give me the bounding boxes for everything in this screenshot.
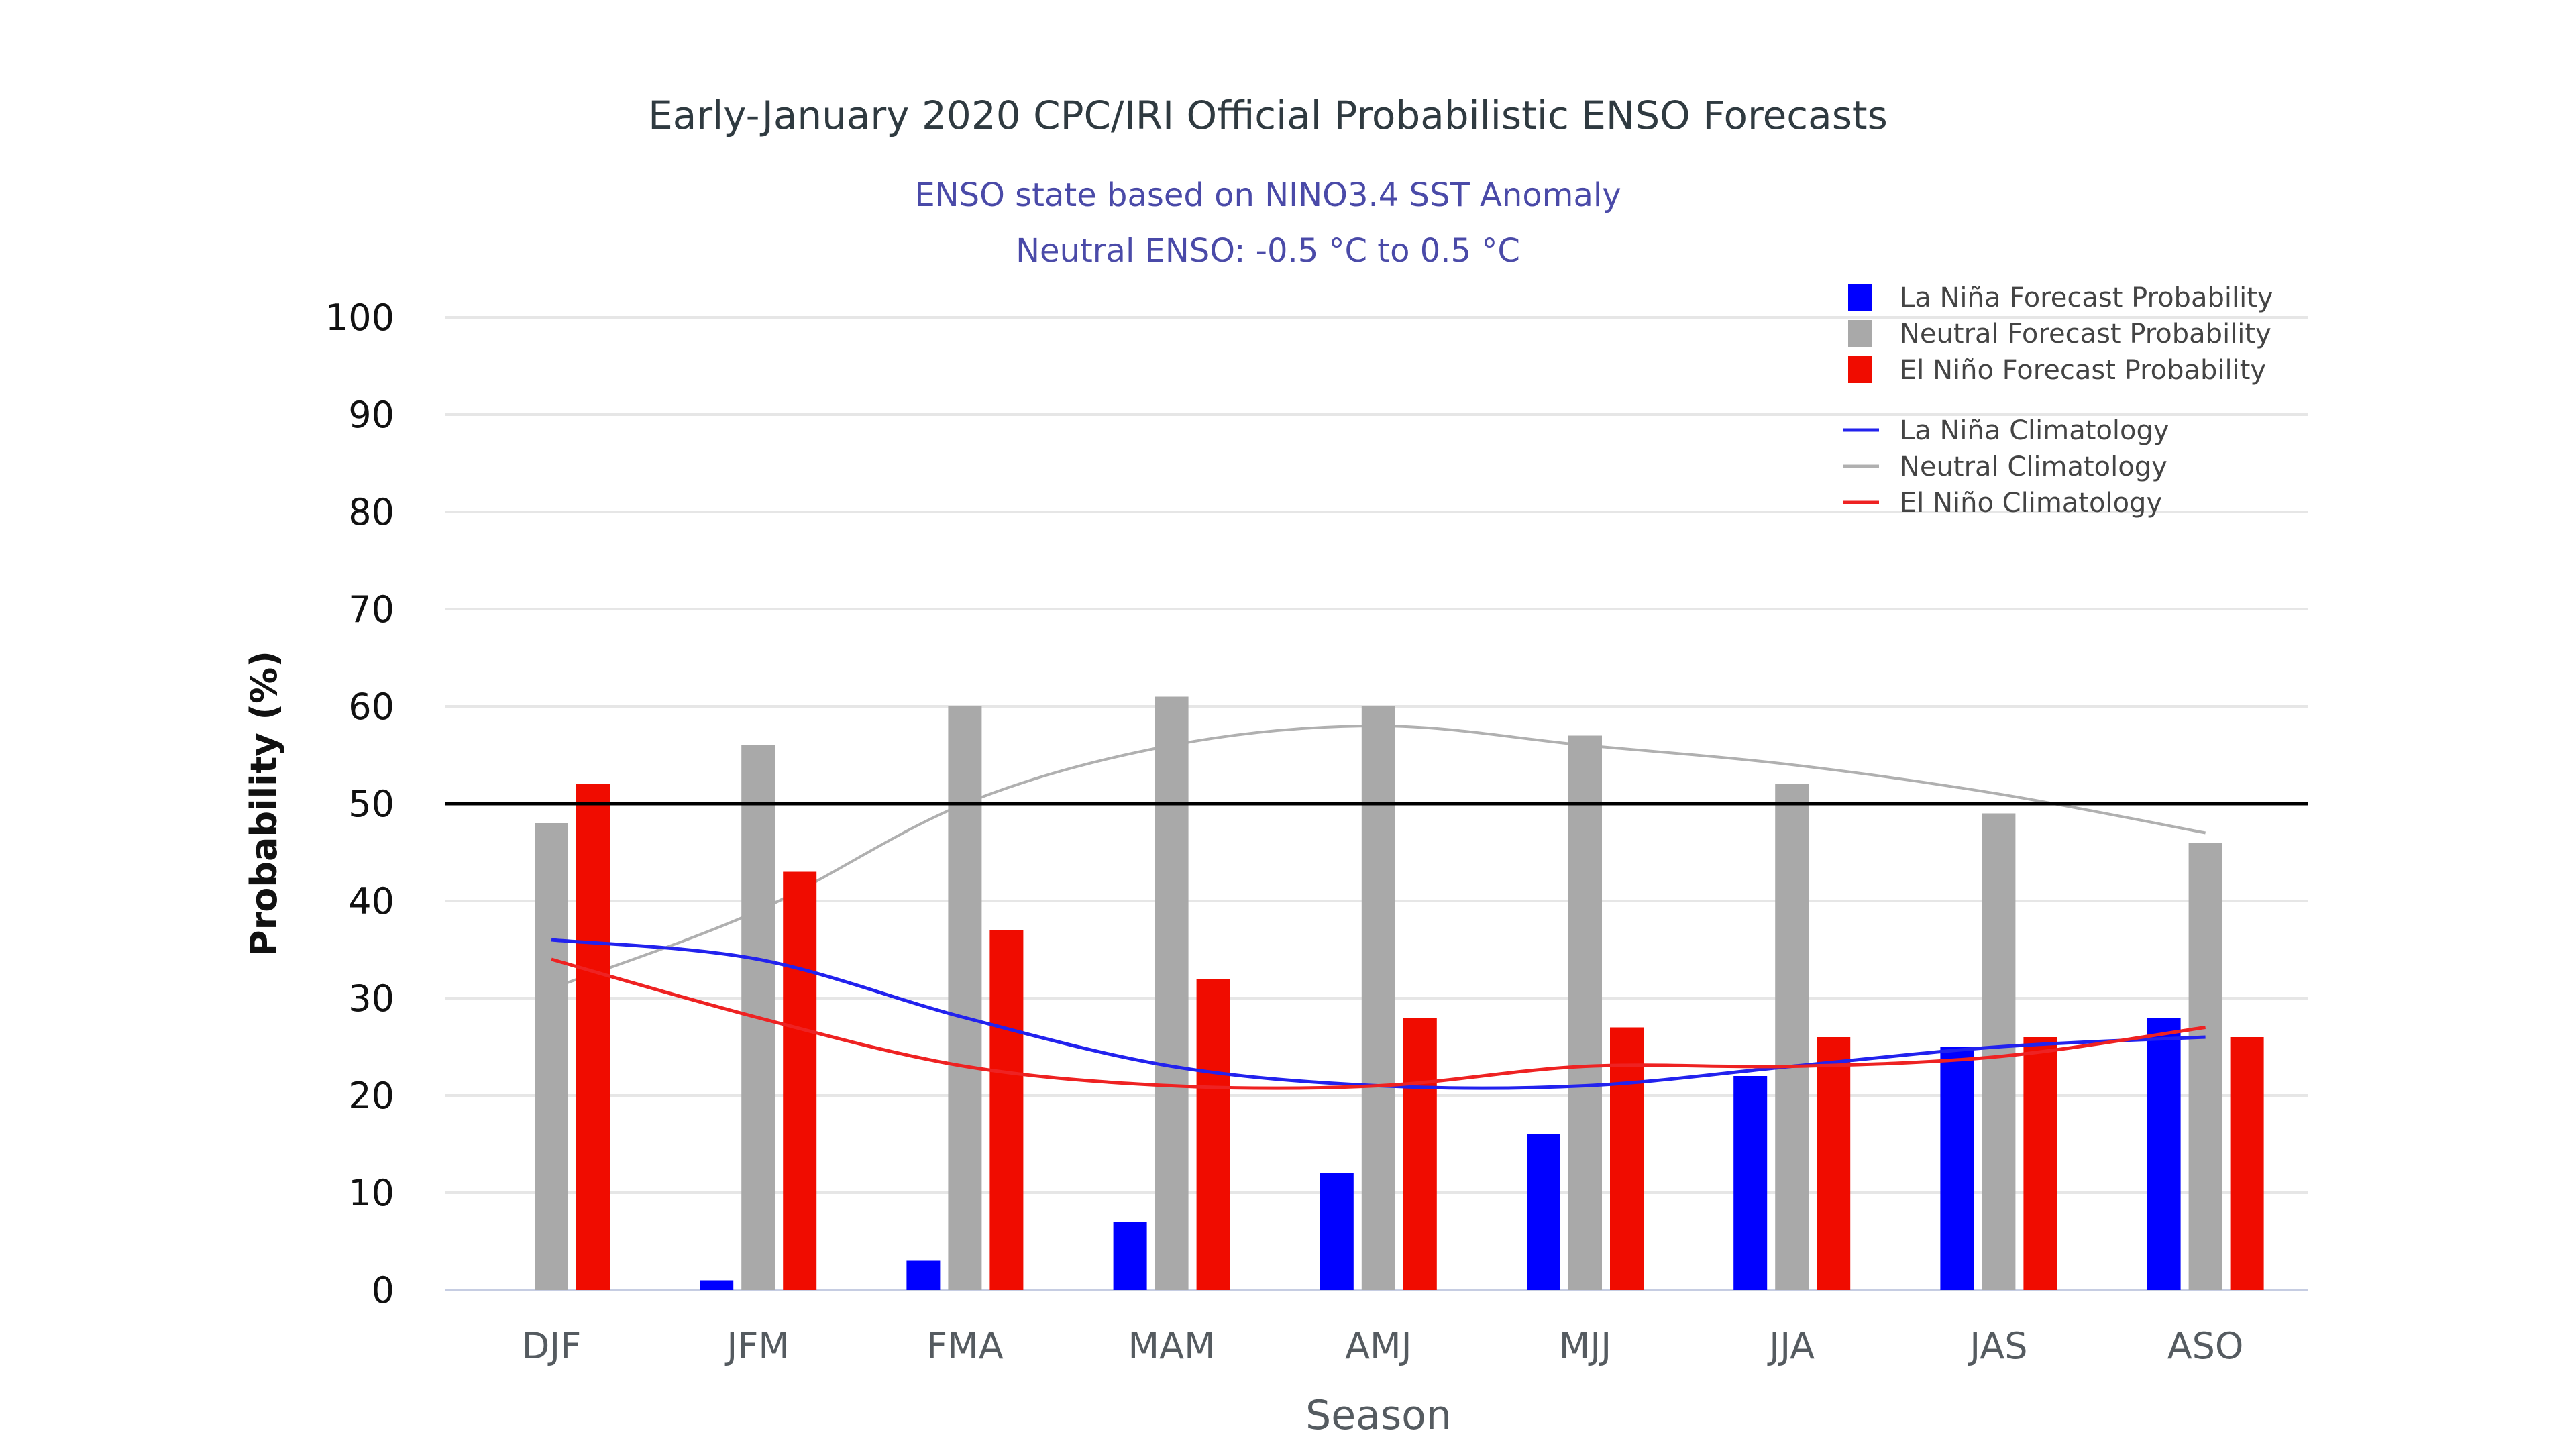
y-tick-label: 60 [348, 686, 394, 728]
chart-subtitle-line-2: Neutral ENSO: -0.5 °C to 0.5 °C [1016, 232, 1520, 270]
y-tick-label: 100 [325, 297, 394, 339]
neutral-climatology-legend-label: Neutral Climatology [1900, 451, 2167, 482]
x-tick-label: AMJ [1345, 1325, 1411, 1367]
la-nina-forecast-probability-bar-jas [1940, 1046, 1974, 1290]
el-nino-forecast-probability-bar-mjj [1610, 1027, 1644, 1290]
el-nino-climatology-legend-label: El Niño Climatology [1900, 488, 2162, 519]
neutral-forecast-probability-bar-aso [2188, 843, 2222, 1290]
la-nina-forecast-probability-bar-mjj [1527, 1134, 1560, 1290]
el-nino-forecast-probability-bar-jas [2023, 1037, 2057, 1290]
y-tick-label: 40 [348, 880, 394, 922]
y-axis-ticks: 0 10 20 30 40 50 60 70 80 90 100 [325, 297, 394, 1311]
x-tick-label: ASO [2167, 1325, 2244, 1367]
el-nino-forecast-probability-bar-jja [1817, 1037, 1851, 1290]
la-nina-forecast-probability-bar-aso [2147, 1018, 2181, 1290]
la-nina-forecast-probability-bar-amj [1320, 1173, 1354, 1290]
la-nina-forecast-probability-legend-label: La Niña Forecast Probability [1900, 282, 2273, 313]
neutral-forecast-probability-bar-amj [1361, 706, 1395, 1290]
x-tick-label: JAS [1968, 1325, 2027, 1367]
x-tick-label: MAM [1128, 1325, 1216, 1367]
la-nina-climatology-legend-label: La Niña Climatology [1900, 415, 2169, 446]
el-nino-forecast-probability-bar-fma [989, 930, 1024, 1290]
y-tick-label: 30 [348, 977, 394, 1020]
x-tick-label: MJJ [1559, 1325, 1611, 1367]
y-tick-label: 80 [348, 491, 394, 533]
neutral-forecast-probability-bar-mam [1155, 696, 1189, 1290]
x-tick-label: JFM [724, 1325, 790, 1367]
neutral-forecast-probability-legend-swatch [1848, 320, 1872, 347]
y-tick-label: 50 [348, 783, 394, 825]
y-tick-label: 0 [372, 1269, 394, 1311]
neutral-forecast-probability-bar-djf [535, 823, 568, 1290]
la-nina-forecast-probability-bar-mam [1113, 1222, 1147, 1290]
x-tick-label: FMA [926, 1325, 1004, 1367]
x-tick-label: JJA [1767, 1325, 1815, 1367]
y-tick-label: 20 [348, 1075, 394, 1117]
neutral-forecast-probability-legend-label: Neutral Forecast Probability [1900, 319, 2271, 350]
el-nino-forecast-probability-bar-amj [1403, 1018, 1437, 1290]
chart-title: Early-January 2020 CPC/IRI Official Prob… [648, 93, 1888, 138]
la-nina-forecast-probability-bar-fma [906, 1260, 941, 1290]
y-axis-title: Probability (%) [243, 651, 285, 957]
el-nino-forecast-probability-bar-mam [1196, 979, 1230, 1290]
x-tick-label: DJF [522, 1325, 582, 1367]
neutral-forecast-probability-bar-mjj [1568, 735, 1602, 1290]
bars [535, 696, 2264, 1290]
el-nino-forecast-probability-bar-djf [576, 784, 610, 1290]
x-axis-title: Season [1305, 1392, 1452, 1439]
el-nino-forecast-probability-bar-aso [2230, 1037, 2264, 1290]
la-nina-forecast-probability-legend-swatch [1848, 284, 1872, 311]
la-nina-forecast-probability-bar-jja [1733, 1076, 1768, 1290]
neutral-forecast-probability-bar-fma [948, 706, 982, 1290]
y-tick-label: 70 [348, 588, 394, 631]
x-axis-ticks: DJF JFM FMA MAM AMJ MJJ JJA JAS ASO [522, 1325, 2244, 1367]
neutral-forecast-probability-bar-jja [1775, 784, 1809, 1290]
el-nino-forecast-probability-bar-jfm [783, 871, 817, 1290]
el-nino-forecast-probability-legend-label: El Niño Forecast Probability [1900, 355, 2266, 386]
legend: La Niña Forecast Probability Neutral Fore… [1843, 282, 2273, 519]
y-tick-label: 90 [348, 394, 394, 436]
la-nina-forecast-probability-bar-jfm [700, 1280, 734, 1290]
y-tick-label: 10 [348, 1172, 394, 1214]
el-nino-climatology-line [551, 957, 2206, 1090]
chart-subtitle-line-1: ENSO state based on NINO3.4 SST Anomaly [914, 176, 1621, 214]
neutral-forecast-probability-bar-jas [1982, 813, 2016, 1290]
climatology-lines [551, 938, 2206, 1090]
el-nino-forecast-probability-legend-swatch [1848, 356, 1872, 383]
